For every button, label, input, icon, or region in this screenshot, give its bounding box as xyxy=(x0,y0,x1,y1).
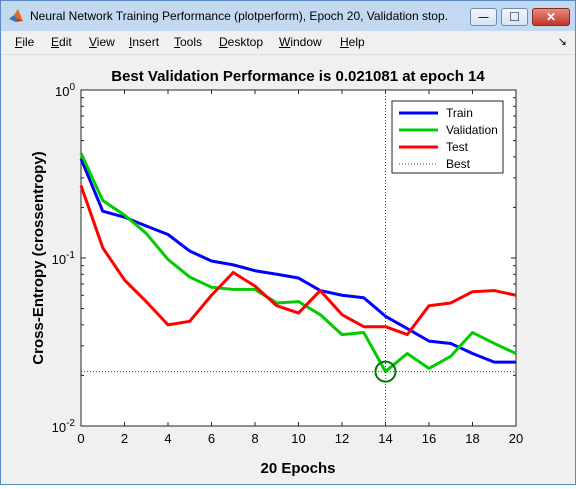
legend-best-label: Best xyxy=(446,157,471,171)
menu-tools[interactable]: Tools xyxy=(174,35,203,49)
y-tick-label: 10-1 xyxy=(52,250,76,267)
x-tick-label: 2 xyxy=(121,431,128,446)
series-test-line xyxy=(79,185,517,337)
figure-area: Best Validation Performance is 0.021081 … xyxy=(1,55,575,484)
maximize-icon: ☐ xyxy=(509,10,520,24)
series-validation-line xyxy=(79,152,517,374)
x-tick-label: 14 xyxy=(378,431,392,446)
x-tick-label: 8 xyxy=(251,431,258,446)
y-tick-label: 10-2 xyxy=(52,418,76,435)
window-title: Neural Network Training Performance (plo… xyxy=(30,9,448,23)
menu-bar: File Edit View Insert Tools Desktop Wind… xyxy=(1,31,575,55)
legend-test-label: Test xyxy=(446,140,469,154)
x-tick-label: 20 xyxy=(509,431,523,446)
x-tick-label: 0 xyxy=(77,431,84,446)
legend-validation-label: Validation xyxy=(446,123,498,137)
x-tick-label: 10 xyxy=(291,431,305,446)
title-bar[interactable]: Neural Network Training Performance (plo… xyxy=(1,1,575,31)
minimize-button[interactable]: — xyxy=(470,8,497,26)
menu-view[interactable]: View xyxy=(89,35,115,49)
dock-arrow-icon[interactable]: ↘ xyxy=(557,36,567,48)
best-point-marker xyxy=(374,360,397,383)
maximize-button[interactable]: ☐ xyxy=(501,8,528,26)
y-tick-label: 100 xyxy=(55,82,75,99)
chart-title: Best Validation Performance is 0.021081 … xyxy=(111,68,485,85)
x-tick-label: 18 xyxy=(465,431,479,446)
x-axis-label: 20 Epochs xyxy=(260,460,335,477)
legend-train-label: Train xyxy=(446,106,473,120)
menu-insert[interactable]: Insert xyxy=(129,35,160,49)
menu-desktop[interactable]: Desktop xyxy=(219,35,264,49)
minimize-icon: — xyxy=(478,11,489,23)
performance-chart: Best Validation Performance is 0.021081 … xyxy=(30,68,523,477)
x-tick-label: 4 xyxy=(164,431,171,446)
menu-help[interactable]: Help xyxy=(340,35,365,49)
menu-edit[interactable]: Edit xyxy=(51,35,72,49)
matlab-icon xyxy=(9,9,23,22)
x-tick-label: 16 xyxy=(422,431,436,446)
close-icon: ✕ xyxy=(545,10,557,24)
series-train-line xyxy=(79,158,516,364)
menu-window[interactable]: Window xyxy=(279,35,322,49)
y-axis-label: Cross-Entropy (crossentropy) xyxy=(30,151,47,364)
legend: Train Validation Test Best xyxy=(391,100,504,174)
menu-file[interactable]: File xyxy=(15,35,35,49)
close-button[interactable]: ✕ xyxy=(532,8,570,26)
x-tick-label: 12 xyxy=(335,431,349,446)
x-tick-label: 6 xyxy=(208,431,215,446)
